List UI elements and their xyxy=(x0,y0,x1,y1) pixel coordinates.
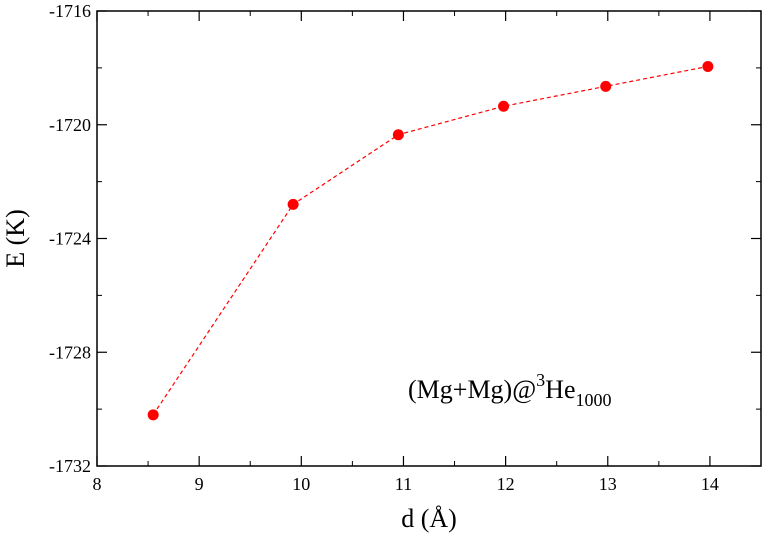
annotation-superscript: 3 xyxy=(536,370,545,390)
x-tick-label: 13 xyxy=(599,474,617,494)
series-line xyxy=(152,65,708,416)
data-point xyxy=(702,60,714,72)
y-axis-title: E (K) xyxy=(1,209,30,267)
annotation-main: (Mg+Mg)@ xyxy=(408,375,536,404)
y-tick-label: -1724 xyxy=(49,229,91,249)
x-tick-label: 11 xyxy=(395,474,412,494)
annotation-subscript: 1000 xyxy=(576,390,612,410)
annotation-label: (Mg+Mg)@3He1000 xyxy=(408,370,612,410)
y-tick-label: -1720 xyxy=(49,115,91,135)
x-tick-label: 14 xyxy=(701,474,719,494)
y-tick-label: -1716 xyxy=(49,1,91,21)
data-point xyxy=(147,409,159,421)
y-tick-label: -1728 xyxy=(49,342,91,362)
data-point xyxy=(498,100,510,112)
data-point xyxy=(287,198,299,210)
annotation-element: He xyxy=(545,375,575,404)
data-point xyxy=(600,80,612,92)
y-axis-ticks: -1732 -1728 -1724 -1720 -1716 xyxy=(49,1,761,476)
x-axis-ticks: 8 9 10 11 12 13 14 xyxy=(93,11,762,494)
x-tick-label: 8 xyxy=(93,474,102,494)
x-tick-label: 10 xyxy=(292,474,310,494)
x-tick-label: 12 xyxy=(497,474,515,494)
series-points xyxy=(147,60,714,421)
data-point xyxy=(392,129,404,141)
x-axis-title: d (Å) xyxy=(401,504,457,533)
x-tick-label: 9 xyxy=(195,474,204,494)
y-tick-label: -1732 xyxy=(49,456,91,476)
